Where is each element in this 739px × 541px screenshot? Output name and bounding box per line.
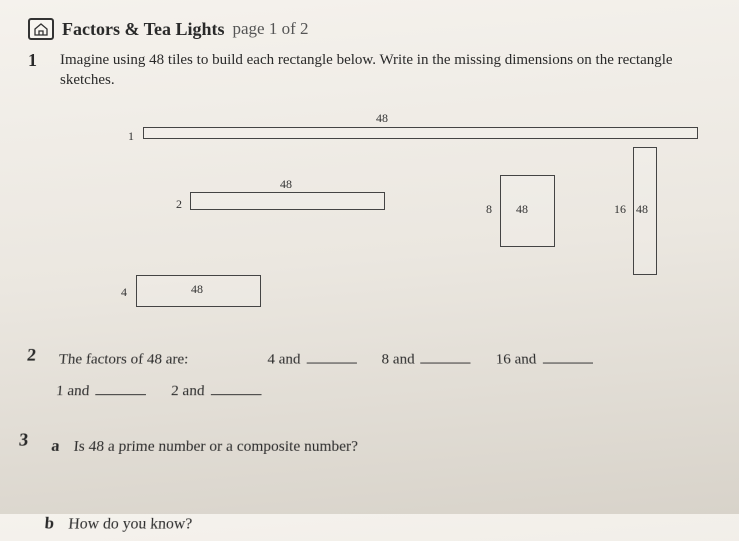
rectangle-sketches: 1 48 2 48 4 48 8 48 16 48 [58, 107, 711, 337]
blank-2[interactable] [210, 380, 261, 394]
question-2-body: The factors of 48 are: 4 and 8 and 16 an… [55, 345, 602, 407]
worksheet-title: Factors & Tea Lights [62, 19, 225, 40]
question-3a-body: a Is 48 a prime number or a composite nu… [50, 429, 358, 463]
rect-2x24 [190, 192, 385, 210]
rect8-side-label: 8 [486, 202, 492, 217]
blank-4[interactable] [306, 349, 356, 363]
rect16-inner-label: 48 [636, 202, 648, 217]
pair-4-label: 4 and [267, 351, 300, 367]
question-1: 1 Imagine using 48 tiles to build each r… [28, 50, 711, 91]
factors-lead: The factors of 48 are: 4 and 8 and 16 an… [57, 345, 599, 376]
blank-1[interactable] [95, 380, 147, 394]
question-number: 2 [22, 345, 46, 407]
factors-lead-text: The factors of 48 are: [58, 351, 189, 367]
rect16-side-label: 16 [614, 202, 626, 217]
house-icon [28, 18, 54, 40]
question-number: 1 [28, 50, 46, 91]
blank-8[interactable] [421, 349, 471, 363]
pair-1-label: 1 and [55, 382, 90, 398]
worksheet-header: Factors & Tea Lights page 1 of 2 [28, 18, 711, 40]
rect8-inner-label: 48 [516, 202, 528, 217]
pair-2-label: 2 and [171, 382, 205, 398]
rect1-top-label: 48 [376, 111, 388, 126]
subpart-a: a [51, 437, 61, 454]
page-indicator: page 1 of 2 [233, 19, 309, 39]
subpart-b: b [44, 514, 55, 532]
question-3b-body: b How do you know? [43, 505, 193, 541]
rect4-side-label: 4 [121, 285, 127, 300]
question-text: Imagine using 48 tiles to build each rec… [60, 50, 711, 91]
question-2: 2 The factors of 48 are: 4 and 8 and 16 … [22, 345, 717, 407]
pair-8-label: 8 and [382, 351, 415, 367]
q3b-text: How do you know? [68, 515, 193, 532]
question-number: 3 [17, 429, 39, 463]
q3a-text: Is 48 a prime number or a composite numb… [73, 438, 358, 454]
rect-1x48 [143, 127, 698, 139]
rect2-side-label: 2 [176, 197, 182, 212]
blank-16[interactable] [542, 349, 593, 363]
question-3b: b How do you know? [43, 505, 729, 541]
pair-16-label: 16 and [495, 351, 536, 367]
factors-line-2: 1 and 2 and [55, 375, 602, 406]
question-3a: 3 a Is 48 a prime number or a composite … [17, 429, 722, 463]
rect4-top-label: 48 [191, 282, 203, 297]
rect1-side-label: 1 [128, 129, 134, 144]
rect2-top-label: 48 [280, 177, 292, 192]
